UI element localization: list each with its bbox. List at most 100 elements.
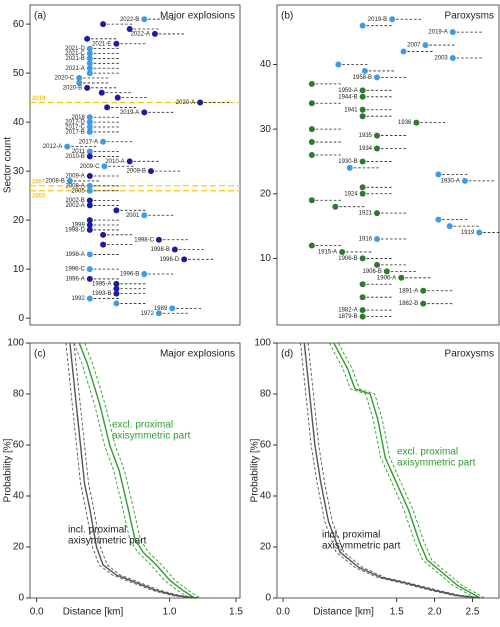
plot-frame — [276, 342, 500, 599]
panel-title: Paroxysms — [445, 349, 494, 360]
event-dot — [374, 236, 381, 243]
event-label: 1941 — [344, 107, 358, 113]
curve — [328, 342, 476, 599]
event-label: 2021-B — [65, 56, 84, 62]
event-dot — [86, 251, 93, 258]
annotation: axisymmetric part — [397, 458, 476, 469]
event-dot — [113, 40, 120, 47]
event-dot — [100, 138, 107, 145]
event-dot — [113, 290, 120, 297]
x-tick-label: 1.0 — [163, 607, 177, 618]
event-dot — [359, 313, 366, 320]
y-tick-label: 60 — [13, 440, 25, 451]
event-label: 2021-A — [65, 66, 84, 72]
y-tick-label: 30 — [13, 166, 25, 177]
event-dot — [155, 310, 162, 317]
y-tick-label: 80 — [260, 389, 272, 400]
event-label: 2009-C — [80, 164, 100, 170]
event-dot — [359, 158, 366, 165]
panel: 0 20 40 60 80 100 0.0 1.5 2.0 2.5 (d) Paroxysms Prob… — [250, 338, 500, 618]
event-dot — [86, 65, 93, 72]
event-label: 2020-B — [63, 85, 82, 91]
event-label: 1995-A — [92, 281, 111, 287]
event-dot — [86, 173, 93, 180]
event-dot — [359, 307, 366, 314]
event-dot — [374, 261, 381, 268]
event-dot — [420, 300, 427, 307]
event-dot — [113, 285, 120, 292]
event-label: 2022-A — [131, 31, 150, 37]
curve — [84, 342, 201, 599]
event-label: 1891-A — [399, 288, 418, 294]
event-label: 1921 — [359, 211, 373, 217]
event-dot — [476, 229, 483, 236]
event-label: 1906-A — [377, 275, 396, 281]
event-label: 1993-B — [92, 291, 111, 297]
event-dot — [141, 109, 148, 116]
event-dot — [359, 184, 366, 191]
event-dot — [398, 274, 405, 281]
event-dot — [449, 29, 456, 36]
event-dot — [84, 35, 91, 42]
event-dot — [171, 246, 178, 253]
event-dot — [141, 16, 148, 23]
event-dot — [86, 128, 93, 135]
event-dot — [359, 93, 366, 100]
y-tick-label: 30 — [260, 124, 272, 135]
event-dot — [76, 79, 83, 86]
event-dot — [113, 280, 120, 287]
event-label: 1992 — [71, 296, 85, 302]
curve — [78, 342, 196, 599]
annotation: axisymmetric part — [322, 541, 401, 552]
curve — [338, 342, 485, 599]
x-tick-label: 1.5 — [229, 607, 243, 618]
y-tick-label: 20 — [13, 215, 25, 226]
event-label: 1998-A — [65, 252, 84, 258]
y-axis-label: Sector count — [3, 137, 14, 193]
event-dot — [374, 132, 381, 139]
y-tick-label: 10 — [260, 253, 272, 264]
y-tick-label: 100 — [254, 338, 271, 349]
event-label: 1944-B — [338, 94, 357, 100]
y-tick-label: 0 — [18, 313, 24, 324]
reference-label: 2007 — [32, 179, 46, 185]
x-tick-label: 0.0 — [30, 607, 44, 618]
event-dot — [84, 84, 91, 91]
event-dot — [420, 287, 427, 294]
curve — [65, 342, 193, 599]
event-dot — [86, 45, 93, 52]
x-axis-label: Distance [km] — [313, 607, 374, 618]
event-dot — [359, 106, 366, 113]
panel-label: (c) — [34, 349, 46, 360]
event-label: 2019-B — [368, 17, 387, 23]
reference-label: 2003 — [32, 193, 46, 199]
event-dot — [101, 163, 108, 170]
event-dot — [359, 190, 366, 197]
event-label: 2007 — [407, 43, 421, 49]
annotation: excl. proximal — [112, 420, 173, 431]
event-label: 1972 — [141, 311, 155, 317]
event-label: 2018 — [71, 115, 85, 121]
curve — [333, 342, 481, 599]
event-label: 1916 — [359, 237, 373, 243]
event-dot — [308, 80, 315, 87]
event-label: 1958-B — [353, 75, 372, 81]
event-dot — [86, 50, 93, 57]
event-dot — [155, 236, 162, 243]
event-dot — [114, 94, 121, 101]
panel-label: (d) — [281, 349, 293, 360]
event-dot — [359, 255, 366, 262]
plot-frame — [29, 4, 241, 326]
event-label: 2011 — [72, 149, 86, 155]
event-dot — [126, 26, 133, 33]
event-dot — [446, 223, 453, 230]
event-label: 1989 — [154, 306, 168, 312]
event-dot — [86, 217, 93, 224]
event-dot — [86, 60, 93, 67]
event-dot — [141, 271, 148, 278]
event-dot — [308, 126, 315, 133]
event-label: 2022-B — [120, 17, 139, 23]
event-dot — [308, 100, 315, 107]
event-dot — [422, 42, 429, 49]
event-label: 1882-B — [399, 301, 418, 307]
